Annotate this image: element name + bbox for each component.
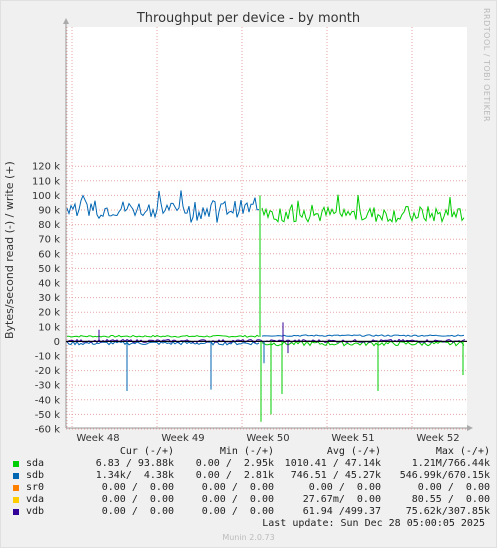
last-update: Last update: Sun Dec 28 05:00:05 2025 bbox=[262, 518, 485, 529]
legend-max: 75.62k/307.85k bbox=[405, 506, 490, 517]
y-tick-label: 40 k bbox=[38, 279, 60, 290]
y-tick-label: 90 k bbox=[38, 206, 60, 217]
legend-row-vdb: vdb 0.00 / 0.00 0.00 / 0.00 61.94 /499.3… bbox=[12, 506, 492, 518]
x-tick-label: Week 49 bbox=[161, 433, 204, 444]
legend-min: 0.00 / 0.00 bbox=[201, 494, 274, 505]
legend-name: vdb bbox=[26, 506, 45, 517]
x-tick-label: Week 48 bbox=[76, 433, 119, 444]
legend-cur: 6.83 / 93.88k bbox=[95, 458, 174, 469]
munin-footer: Munin 2.0.73 bbox=[222, 533, 275, 542]
rrdtool-credit: RRDTOOL / TOBI OETIKER bbox=[482, 8, 491, 123]
legend-cur: 0.00 / 0.00 bbox=[101, 482, 174, 493]
series-sdb-write-post bbox=[261, 334, 465, 337]
legend-max: 0.00 / 0.00 bbox=[417, 482, 490, 493]
y-tick-label: 100 k bbox=[32, 191, 60, 202]
legend-table: Cur (-/+) Min (-/+) Avg (-/+) Max (-/+) … bbox=[12, 446, 492, 518]
legend-avg: 27.67m/ 0.00 bbox=[302, 494, 381, 505]
x-tick-label: Week 51 bbox=[331, 433, 374, 444]
legend-header: Cur (-/+) Min (-/+) Avg (-/+) Max (-/+) bbox=[12, 446, 492, 458]
legend-name: vda bbox=[26, 494, 45, 505]
legend-row-sdb: sdb 1.34k/ 4.38k 0.00 / 2.81k 746.51 / 4… bbox=[12, 470, 492, 482]
y-tick-label: 20 k bbox=[38, 308, 60, 319]
legend-max: 546.99k/670.15k bbox=[399, 470, 490, 481]
legend-swatch-vda bbox=[13, 497, 19, 503]
series-sda-write bbox=[261, 194, 465, 224]
y-tick-label: -30 k bbox=[35, 381, 61, 392]
legend-row-sr0: sr0 0.00 / 0.00 0.00 / 0.00 0.00 / 0.00 … bbox=[12, 482, 492, 494]
y-tick-label: 70 k bbox=[38, 235, 60, 246]
legend-swatch-sda bbox=[13, 461, 19, 467]
x-tick-label: Week 50 bbox=[246, 433, 289, 444]
legend-cur: 0.00 / 0.00 bbox=[101, 506, 174, 517]
x-axis-arrow bbox=[467, 425, 473, 431]
legend-max: 80.55 / 0.00 bbox=[411, 494, 490, 505]
legend-swatch-sr0 bbox=[13, 485, 19, 491]
y-tick-label: 80 k bbox=[38, 220, 60, 231]
legend-header-min: Min (-/+) bbox=[219, 446, 274, 457]
y-tick-label: -10 k bbox=[35, 352, 61, 363]
legend-min: 0.00 / 2.81k bbox=[195, 470, 274, 481]
legend-cur: 0.00 / 0.00 bbox=[101, 494, 174, 505]
y-tick-label: 50 k bbox=[38, 264, 60, 275]
y-axis-arrow bbox=[63, 18, 69, 24]
legend-min: 0.00 / 0.00 bbox=[201, 506, 274, 517]
y-tick-label: 110 k bbox=[32, 176, 60, 187]
legend-row-sda: sda 6.83 / 93.88k 0.00 / 2.95k 1010.41 /… bbox=[12, 458, 492, 470]
y-tick-label: 120 k bbox=[32, 162, 60, 173]
legend-name: sdb bbox=[26, 470, 45, 481]
series-sdb-write bbox=[66, 190, 260, 223]
x-tick-label: Week 52 bbox=[416, 433, 459, 444]
legend-header-avg: Avg (-/+) bbox=[326, 446, 381, 457]
legend-min: 0.00 / 2.95k bbox=[195, 458, 274, 469]
legend-swatch-sdb bbox=[13, 473, 19, 479]
legend-name: sr0 bbox=[26, 482, 45, 493]
legend-avg: 746.51 / 45.27k bbox=[290, 470, 381, 481]
legend-min: 0.00 / 0.00 bbox=[201, 482, 274, 493]
chart-title: Throughput per device - by month bbox=[136, 11, 361, 26]
legend-avg: 0.00 / 0.00 bbox=[308, 482, 381, 493]
y-tick-label: -40 k bbox=[35, 395, 61, 406]
y-tick-label: 0 bbox=[54, 337, 60, 348]
legend-cur: 1.34k/ 4.38k bbox=[95, 470, 174, 481]
legend-avg: 61.94 /499.37 bbox=[302, 506, 381, 517]
legend-row-vda: vda 0.00 / 0.00 0.00 / 0.00 27.67m/ 0.00… bbox=[12, 494, 492, 506]
y-tick-label: -20 k bbox=[35, 366, 61, 377]
y-tick-label: 30 k bbox=[38, 293, 60, 304]
legend-name: sda bbox=[26, 458, 45, 469]
legend-header-cur: Cur (-/+) bbox=[119, 446, 174, 457]
legend-max: 1.21M/766.44k bbox=[411, 458, 490, 469]
legend-swatch-vdb bbox=[13, 509, 19, 515]
legend-avg: 1010.41 / 47.14k bbox=[284, 458, 381, 469]
y-tick-label: 10 k bbox=[38, 322, 60, 333]
plot-area bbox=[66, 27, 467, 428]
legend-header-max: Max (-/+) bbox=[435, 446, 490, 457]
y-tick-label: -60 k bbox=[35, 425, 61, 436]
series-sdb-read bbox=[66, 340, 260, 346]
y-tick-label: 60 k bbox=[38, 249, 60, 260]
y-tick-label: -50 k bbox=[35, 410, 61, 421]
